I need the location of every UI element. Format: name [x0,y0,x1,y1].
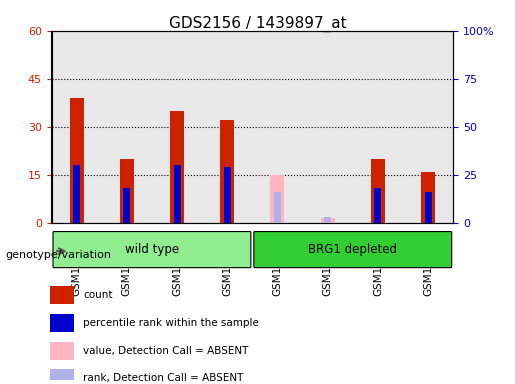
Text: BRG1 depleted: BRG1 depleted [308,243,397,256]
Bar [50,286,74,305]
Bar [50,342,74,361]
Bar [374,188,382,223]
Text: rank, Detection Call = ABSENT: rank, Detection Call = ABSENT [83,373,243,383]
Bar [170,111,184,223]
Bar [73,165,80,223]
Bar [174,165,181,223]
Bar [224,167,231,223]
Text: percentile rank within the sample: percentile rank within the sample [83,318,259,328]
Bar [70,98,83,223]
Bar [353,31,403,223]
Bar [421,172,435,223]
Bar [101,31,152,223]
Bar [403,31,453,223]
Text: genotype/variation: genotype/variation [5,250,111,260]
Bar [252,31,302,223]
Text: GDS2156 / 1439897_at: GDS2156 / 1439897_at [169,15,346,31]
Bar [220,120,234,223]
Bar [324,217,331,223]
Bar [50,314,74,333]
FancyBboxPatch shape [254,232,452,268]
Text: value, Detection Call = ABSENT: value, Detection Call = ABSENT [83,346,248,356]
Bar [50,369,74,384]
Bar [202,31,252,223]
Bar [152,31,202,223]
Bar [371,159,385,223]
Bar [120,159,134,223]
Bar [302,31,353,223]
FancyBboxPatch shape [53,232,251,268]
Bar [123,188,130,223]
Text: wild type: wild type [125,243,179,256]
Bar [424,192,432,223]
Text: count: count [83,290,112,300]
Bar [321,218,335,223]
Bar [52,31,101,223]
Bar [274,192,281,223]
Bar [270,175,284,223]
